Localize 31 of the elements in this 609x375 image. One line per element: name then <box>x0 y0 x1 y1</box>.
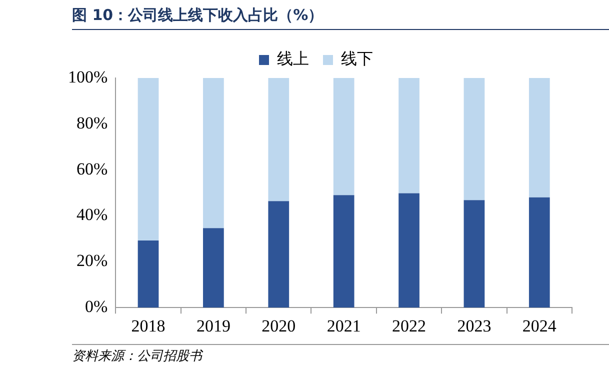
y-tick-label: 100% <box>68 67 108 86</box>
bar <box>268 201 290 308</box>
bar <box>138 240 159 308</box>
x-tick-label: 2024 <box>522 316 557 336</box>
x-tick-label: 2023 <box>457 316 492 336</box>
y-tick-label: 0% <box>84 297 108 316</box>
bar <box>333 195 354 308</box>
bar <box>203 78 224 228</box>
bar <box>528 197 550 308</box>
y-tick-label: 60% <box>76 159 108 178</box>
legend-label: 线上 <box>277 49 309 68</box>
x-tick-label: 2020 <box>262 316 296 336</box>
y-tick-label: 80% <box>76 113 108 132</box>
bar <box>138 78 159 241</box>
y-tick-label: 40% <box>76 205 108 224</box>
chart-title: 图 10：公司线上线下收入占比（%） <box>72 6 609 30</box>
y-tick-label: 20% <box>76 251 108 270</box>
x-tick-label: 2022 <box>392 316 426 336</box>
bar <box>528 78 550 198</box>
legend-label: 线下 <box>341 49 373 68</box>
bar <box>464 78 485 200</box>
bar <box>464 200 485 308</box>
bar <box>398 193 420 308</box>
bar <box>398 78 420 194</box>
bar <box>203 228 224 308</box>
text: 资料来源：公司招股书 <box>72 347 609 365</box>
x-tick-label: 2018 <box>131 316 166 336</box>
x-tick-label: 2019 <box>196 316 230 336</box>
x-tick-label: 2021 <box>326 316 361 336</box>
bar <box>268 78 290 202</box>
bar <box>333 78 354 196</box>
